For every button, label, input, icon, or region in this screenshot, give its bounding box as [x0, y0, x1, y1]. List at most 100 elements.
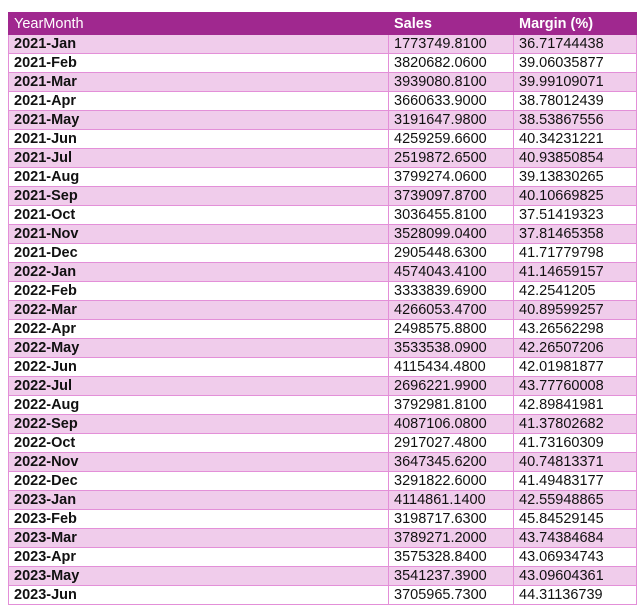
cell-margin: 42.2541205	[513, 281, 637, 301]
header-yearmonth[interactable]: YearMonth	[8, 12, 389, 35]
cell-sales: 3789271.2000	[388, 528, 514, 548]
table-header: YearMonth Sales Margin (%)	[8, 12, 637, 35]
cell-sales: 2519872.6500	[388, 148, 514, 168]
table-row: 2021-Dec 2905448.6300 41.71779798	[8, 243, 637, 263]
cell-margin: 37.81465358	[513, 224, 637, 244]
cell-sales: 3939080.8100	[388, 72, 514, 92]
table-row: 2021-Sep 3739097.8700 40.10669825	[8, 186, 637, 206]
cell-margin: 40.10669825	[513, 186, 637, 206]
cell-margin: 40.34231221	[513, 129, 637, 149]
cell-margin: 45.84529145	[513, 509, 637, 529]
table-row: 2021-Jul 2519872.6500 40.93850854	[8, 148, 637, 168]
cell-yearmonth: 2021-Feb	[8, 53, 389, 73]
cell-yearmonth: 2021-May	[8, 110, 389, 130]
table-row: 2023-Jun 3705965.7300 44.31136739	[8, 585, 637, 605]
cell-yearmonth: 2022-Apr	[8, 319, 389, 339]
cell-margin: 36.71744438	[513, 34, 637, 54]
cell-sales: 3575328.8400	[388, 547, 514, 567]
cell-margin: 39.99109071	[513, 72, 637, 92]
cell-sales: 4574043.4100	[388, 262, 514, 282]
cell-yearmonth: 2021-Sep	[8, 186, 389, 206]
cell-yearmonth: 2023-Jan	[8, 490, 389, 510]
cell-sales: 3792981.8100	[388, 395, 514, 415]
table-row: 2023-May 3541237.3900 43.09604361	[8, 566, 637, 586]
cell-yearmonth: 2021-Apr	[8, 91, 389, 111]
cell-yearmonth: 2022-Feb	[8, 281, 389, 301]
cell-sales: 4087106.0800	[388, 414, 514, 434]
cell-sales: 3333839.6900	[388, 281, 514, 301]
cell-margin: 42.01981877	[513, 357, 637, 377]
cell-margin: 44.31136739	[513, 585, 637, 605]
cell-sales: 3291822.6000	[388, 471, 514, 491]
cell-sales: 3036455.8100	[388, 205, 514, 225]
cell-yearmonth: 2022-Aug	[8, 395, 389, 415]
cell-sales: 4115434.4800	[388, 357, 514, 377]
cell-sales: 1773749.8100	[388, 34, 514, 54]
cell-margin: 40.74813371	[513, 452, 637, 472]
cell-sales: 3191647.9800	[388, 110, 514, 130]
table-body: 2021-Jan 1773749.8100 36.71744438 2021-Feb 3…	[8, 34, 637, 605]
cell-yearmonth: 2023-Apr	[8, 547, 389, 567]
cell-yearmonth: 2021-Jun	[8, 129, 389, 149]
table-row: 2022-Nov 3647345.6200 40.74813371	[8, 452, 637, 472]
table-row: 2022-Mar 4266053.4700 40.89599257	[8, 300, 637, 320]
cell-sales: 3647345.6200	[388, 452, 514, 472]
table-row: 2021-Aug 3799274.0600 39.13830265	[8, 167, 637, 187]
header-margin[interactable]: Margin (%)	[513, 12, 637, 35]
cell-yearmonth: 2022-Jun	[8, 357, 389, 377]
cell-yearmonth: 2022-Mar	[8, 300, 389, 320]
table-row: 2022-Dec 3291822.6000 41.49483177	[8, 471, 637, 491]
cell-margin: 42.89841981	[513, 395, 637, 415]
cell-sales: 3820682.0600	[388, 53, 514, 73]
table-row: 2023-Mar 3789271.2000 43.74384684	[8, 528, 637, 548]
cell-yearmonth: 2021-Jan	[8, 34, 389, 54]
table-row: 2022-Feb 3333839.6900 42.2541205	[8, 281, 637, 301]
table-row: 2023-Apr 3575328.8400 43.06934743	[8, 547, 637, 567]
cell-yearmonth: 2023-Jun	[8, 585, 389, 605]
table-row: 2023-Feb 3198717.6300 45.84529145	[8, 509, 637, 529]
cell-margin: 38.53867556	[513, 110, 637, 130]
table-row: 2022-Jan 4574043.4100 41.14659157	[8, 262, 637, 282]
table-row: 2021-Oct 3036455.8100 37.51419323	[8, 205, 637, 225]
table-row: 2022-Oct 2917027.4800 41.73160309	[8, 433, 637, 453]
cell-margin: 42.55948865	[513, 490, 637, 510]
cell-sales: 3739097.8700	[388, 186, 514, 206]
cell-margin: 41.71779798	[513, 243, 637, 263]
cell-yearmonth: 2021-Oct	[8, 205, 389, 225]
cell-sales: 3705965.7300	[388, 585, 514, 605]
cell-sales: 4266053.4700	[388, 300, 514, 320]
cell-yearmonth: 2022-Dec	[8, 471, 389, 491]
cell-sales: 3541237.3900	[388, 566, 514, 586]
cell-sales: 3198717.6300	[388, 509, 514, 529]
table-row: 2021-Mar 3939080.8100 39.99109071	[8, 72, 637, 92]
table-row: 2022-Jul 2696221.9900 43.77760008	[8, 376, 637, 396]
cell-margin: 37.51419323	[513, 205, 637, 225]
table-row: 2021-Nov 3528099.0400 37.81465358	[8, 224, 637, 244]
table-row: 2021-Feb 3820682.0600 39.06035877	[8, 53, 637, 73]
cell-sales: 2905448.6300	[388, 243, 514, 263]
cell-sales: 2917027.4800	[388, 433, 514, 453]
cell-margin: 39.13830265	[513, 167, 637, 187]
header-sales[interactable]: Sales	[388, 12, 514, 35]
table-row: 2021-Jan 1773749.8100 36.71744438	[8, 34, 637, 54]
table-row: 2023-Jan 4114861.1400 42.55948865	[8, 490, 637, 510]
cell-margin: 43.06934743	[513, 547, 637, 567]
cell-margin: 43.74384684	[513, 528, 637, 548]
table-row: 2022-Aug 3792981.8100 42.89841981	[8, 395, 637, 415]
cell-margin: 41.14659157	[513, 262, 637, 282]
cell-yearmonth: 2021-Mar	[8, 72, 389, 92]
cell-yearmonth: 2022-Oct	[8, 433, 389, 453]
cell-margin: 42.26507206	[513, 338, 637, 358]
cell-sales: 2696221.9900	[388, 376, 514, 396]
table-row: 2022-Apr 2498575.8800 43.26562298	[8, 319, 637, 339]
table-row: 2021-Jun 4259259.6600 40.34231221	[8, 129, 637, 149]
cell-sales: 3799274.0600	[388, 167, 514, 187]
cell-margin: 38.78012439	[513, 91, 637, 111]
cell-margin: 41.37802682	[513, 414, 637, 434]
cell-yearmonth: 2021-Jul	[8, 148, 389, 168]
cell-yearmonth: 2021-Nov	[8, 224, 389, 244]
table-row: 2021-May 3191647.9800 38.53867556	[8, 110, 637, 130]
cell-yearmonth: 2023-Feb	[8, 509, 389, 529]
cell-sales: 4114861.1400	[388, 490, 514, 510]
cell-yearmonth: 2023-Mar	[8, 528, 389, 548]
